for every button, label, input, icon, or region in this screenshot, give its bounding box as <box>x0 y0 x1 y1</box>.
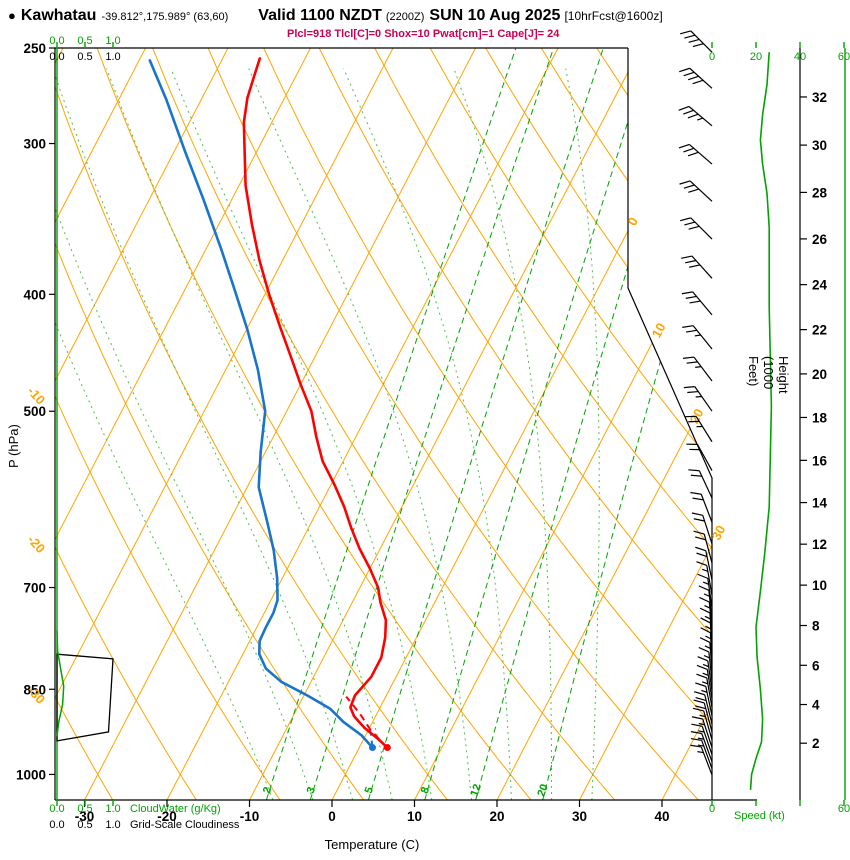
svg-text:30: 30 <box>708 523 728 543</box>
svg-text:10: 10 <box>407 809 422 824</box>
svg-text:6: 6 <box>812 658 820 673</box>
cloudiness-scale-tick: 0.0 <box>49 819 65 831</box>
svg-text:-20: -20 <box>157 809 177 824</box>
cloudiness-scale-bottom: 0.0 0.5 1.0 <box>43 819 127 831</box>
svg-text:-30: -30 <box>75 809 95 824</box>
speed-scale-tick: 60 <box>837 803 850 815</box>
cloud-water-profile <box>56 630 65 737</box>
svg-text:-20: -20 <box>24 532 48 556</box>
cloudwater-scale-tick: 1.0 <box>105 803 121 815</box>
svg-text:2: 2 <box>261 785 274 795</box>
svg-text:12: 12 <box>469 783 484 799</box>
temperature-axis-title: Temperature (C) <box>324 837 420 852</box>
cloudwater-scale-tick: 0.5 <box>77 35 93 47</box>
svg-text:20: 20 <box>535 783 550 799</box>
svg-text:3: 3 <box>305 785 318 795</box>
svg-text:4: 4 <box>812 698 820 713</box>
cloudiness-scale-tick: 0.5 <box>77 819 93 831</box>
cloudwater-scale-tick: 0.0 <box>49 35 65 47</box>
forecast-tag: [10hrFcst@1600z] <box>564 9 663 23</box>
height-axis-title: Height (1000 Feet) <box>746 356 791 394</box>
isotherms <box>55 48 712 800</box>
svg-text:10: 10 <box>812 578 827 593</box>
svg-text:30: 30 <box>572 809 587 824</box>
valid-date: SUN 10 Aug 2025 <box>429 7 561 24</box>
svg-text:12: 12 <box>812 537 827 552</box>
svg-text:30: 30 <box>812 138 827 153</box>
cloudwater-scale-top: 0.0 0.5 1.0 <box>43 35 127 47</box>
cloudiness-scale-tick: 0.5 <box>77 51 93 63</box>
grid-scale-cloudiness-profile <box>56 653 114 742</box>
wind-barbs <box>678 30 713 776</box>
svg-text:16: 16 <box>812 453 828 468</box>
sounding-parameters: Plcl=918 Tlcl[C]=0 Shox=10 Pwat[cm]=1 Ca… <box>287 28 560 40</box>
station-name: Kawhatau <box>20 7 97 24</box>
svg-text:250: 250 <box>23 41 46 56</box>
temperature-curve <box>242 57 389 749</box>
station-coords: -39.812°,175.989° (63,60) <box>101 11 229 23</box>
cloudwater-scale-tick: 1.0 <box>105 35 121 47</box>
svg-text:2: 2 <box>812 736 820 751</box>
moist-adiabats <box>55 68 600 800</box>
station-bullet-icon: ● <box>8 8 16 23</box>
svg-text:14: 14 <box>812 496 828 511</box>
svg-text:500: 500 <box>23 404 46 419</box>
cloudiness-scale-tick: 1.0 <box>105 819 121 831</box>
cloudiness-axis-label: Grid-Scale Cloudiness <box>130 819 240 831</box>
dewpoint-curve <box>148 59 374 749</box>
wind-speed-profile <box>749 52 773 790</box>
svg-text:26: 26 <box>812 232 828 247</box>
speed-scale-tick: 40 <box>793 51 807 63</box>
svg-text:0: 0 <box>328 809 336 824</box>
svg-text:400: 400 <box>23 287 46 302</box>
speed-axis-title: Speed (kt) <box>734 810 785 822</box>
svg-text:1000: 1000 <box>16 767 46 782</box>
surface-temperature-dot <box>383 744 391 752</box>
svg-text:24: 24 <box>812 278 828 293</box>
title-row: ● Kawhatau -39.812°,175.989° (63,60) Val… <box>8 7 663 25</box>
svg-text:20: 20 <box>489 809 504 824</box>
pressure-axis-title: P (hPa) <box>6 424 21 468</box>
grid-lines <box>55 48 712 800</box>
svg-text:5: 5 <box>363 785 376 795</box>
valid-time: Valid 1100 NZDT <box>258 7 382 24</box>
svg-text:28: 28 <box>812 185 828 200</box>
svg-text:18: 18 <box>812 410 828 425</box>
cloudiness-scale-tick: 1.0 <box>105 51 121 63</box>
svg-text:700: 700 <box>23 581 46 596</box>
valid-time-utc: (2200Z) <box>385 11 425 23</box>
cloudwater-scale-tick: 0.5 <box>77 803 93 815</box>
plot-border <box>54 47 757 801</box>
svg-text:22: 22 <box>812 323 827 338</box>
mixing-ratio-lines <box>265 48 712 800</box>
svg-text:-10: -10 <box>240 809 260 824</box>
surface-dewpoint-dot <box>368 744 376 752</box>
cloudiness-scale-top: 0.0 0.5 1.0 <box>43 51 127 63</box>
svg-text:10: 10 <box>649 320 669 340</box>
cloudwater-axis-label: CloudWater (g/Kg) <box>130 803 221 815</box>
speed-scale-tick: 0 <box>708 803 716 815</box>
svg-text:8: 8 <box>419 785 432 795</box>
speed-scale-tick: 0 <box>708 51 716 63</box>
cloudwater-scale-bottom: 0.0 0.5 1.0 <box>43 803 127 815</box>
svg-text:300: 300 <box>23 137 46 152</box>
svg-text:20: 20 <box>812 367 827 382</box>
dry-adiabats <box>55 48 712 800</box>
svg-text:40: 40 <box>654 809 669 824</box>
speed-scale-tick: 20 <box>749 51 763 63</box>
svg-text:850: 850 <box>23 682 46 697</box>
svg-text:32: 32 <box>812 90 827 105</box>
speed-scale-tick: 60 <box>837 51 850 63</box>
svg-text:8: 8 <box>812 619 820 634</box>
cloudiness-scale-tick: 0.0 <box>49 51 65 63</box>
cloudwater-scale-tick: 0.0 <box>49 803 65 815</box>
svg-text:0: 0 <box>624 215 641 228</box>
